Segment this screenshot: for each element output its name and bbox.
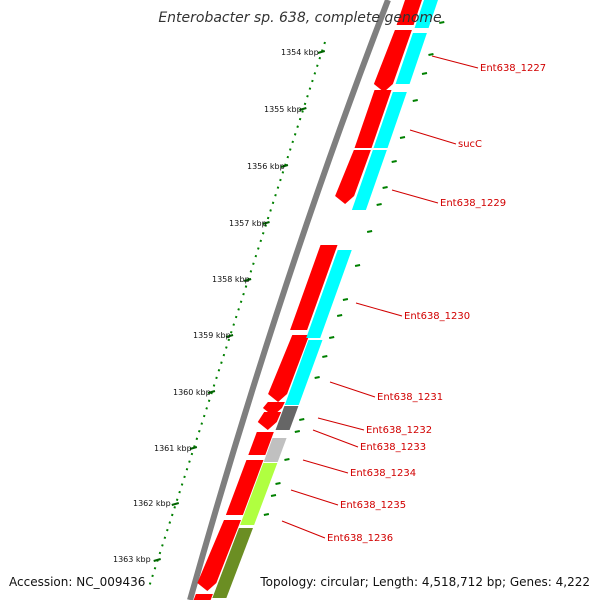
cds-track <box>193 0 422 600</box>
leader-line <box>317 417 365 431</box>
cog-segment <box>351 150 387 210</box>
scale-tick <box>225 334 234 338</box>
gene-tick <box>299 418 305 421</box>
cog-segment <box>240 463 278 525</box>
gene-tick <box>421 72 428 75</box>
cog-track <box>212 0 438 598</box>
map-title: Enterobacter sp. 638, complete genome <box>158 10 441 26</box>
leader-line <box>290 489 339 506</box>
cds-arrow <box>373 30 412 92</box>
backbone-line <box>187 0 391 600</box>
gene-label-ent638-1236: Ent638_1236 <box>327 533 393 544</box>
gene-label-ent638-1230: Ent638_1230 <box>404 311 470 322</box>
cog-segment <box>395 33 427 84</box>
cds-arrow <box>396 0 422 25</box>
gene-tick <box>284 458 290 461</box>
scale-tick <box>299 107 307 111</box>
leader-line <box>312 429 359 448</box>
scale-label-1358: 1358 kbp <box>212 275 250 284</box>
scale-label-1361: 1361 kbp <box>154 444 192 453</box>
gene-tick <box>336 314 343 317</box>
leader-line <box>355 302 403 317</box>
cog-segment <box>373 92 407 148</box>
cds-arrow <box>354 90 392 148</box>
gene-tick <box>342 298 349 301</box>
gene-label-ent638-1233: Ent638_1233 <box>360 442 426 453</box>
label-leaders <box>281 55 479 539</box>
cog-segment <box>306 250 352 338</box>
gene-tick <box>366 230 373 233</box>
cds-arrow <box>268 335 310 402</box>
scale-tick <box>153 558 161 562</box>
gene-label-ent638-1232: Ent638_1232 <box>366 425 432 436</box>
scale-tick <box>262 221 270 225</box>
cds-arrow <box>248 432 274 455</box>
scale-label-1363: 1363 kbp <box>113 555 151 564</box>
gene-tick <box>399 136 406 139</box>
gene-tick <box>428 53 434 56</box>
gene-tick <box>382 186 388 189</box>
cog-segment <box>275 406 299 430</box>
genome-summary-text: Topology: circular; Length: 4,518,712 bp… <box>259 575 590 589</box>
leader-line <box>329 381 376 398</box>
scale-tick <box>317 50 326 54</box>
gene-tick <box>329 336 335 339</box>
scale-label-1359: 1359 kbp <box>193 331 231 340</box>
scale-label-1356: 1356 kbp <box>247 162 285 171</box>
cog-segment <box>263 438 287 462</box>
scale-label-1362: 1362 kbp <box>133 499 171 508</box>
gene-label-ent638-1234: Ent638_1234 <box>350 468 416 479</box>
cds-arrow <box>197 520 241 591</box>
cog-segment <box>212 528 253 598</box>
gene-tick <box>294 430 301 433</box>
leader-line <box>302 459 349 474</box>
cds-arrow <box>335 150 371 204</box>
gene-tick <box>270 494 277 497</box>
cds-arrow <box>225 460 264 515</box>
leader-line <box>431 55 479 69</box>
gene-label-ent638-1235: Ent638_1235 <box>340 500 406 511</box>
gene-tick <box>376 203 382 206</box>
gene-label-ent638-1231: Ent638_1231 <box>377 392 443 403</box>
scale-tick <box>243 278 252 282</box>
gene-tick <box>391 160 397 163</box>
gene-label-ent638-1229: Ent638_1229 <box>440 198 506 209</box>
cog-segment <box>284 340 323 405</box>
gene-tick <box>275 482 281 485</box>
scale-ticks <box>153 50 326 562</box>
leader-line <box>281 520 326 539</box>
leader-line <box>409 129 457 145</box>
accession-text: Accession: NC_009436 <box>9 575 145 589</box>
scale-tick <box>280 164 289 168</box>
cds-arrow <box>262 402 285 416</box>
scale-label-1360: 1360 kbp <box>173 388 211 397</box>
leader-line <box>391 189 439 204</box>
gene-tick <box>439 21 445 24</box>
scale-label-1357: 1357 kbp <box>229 219 267 228</box>
gene-tick <box>354 264 361 267</box>
gene-label-ent638-1227: Ent638_1227 <box>480 63 546 74</box>
scale-label-1355: 1355 kbp <box>264 105 302 114</box>
gene-label-succ: sucC <box>458 139 482 150</box>
gene-tick <box>263 513 270 516</box>
gene-tick <box>322 355 328 358</box>
gene-tick <box>412 99 418 102</box>
cog-segment <box>414 0 438 28</box>
scale-label-1354: 1354 kbp <box>281 48 319 57</box>
scale-tick <box>207 390 216 394</box>
cds-arrow <box>290 245 338 330</box>
scale-tick <box>171 502 180 506</box>
scale-tick <box>189 446 198 450</box>
cds-arrow <box>257 412 282 430</box>
gene-ticks <box>263 21 445 516</box>
cds-arrow <box>193 594 213 600</box>
gene-tick <box>314 376 320 379</box>
